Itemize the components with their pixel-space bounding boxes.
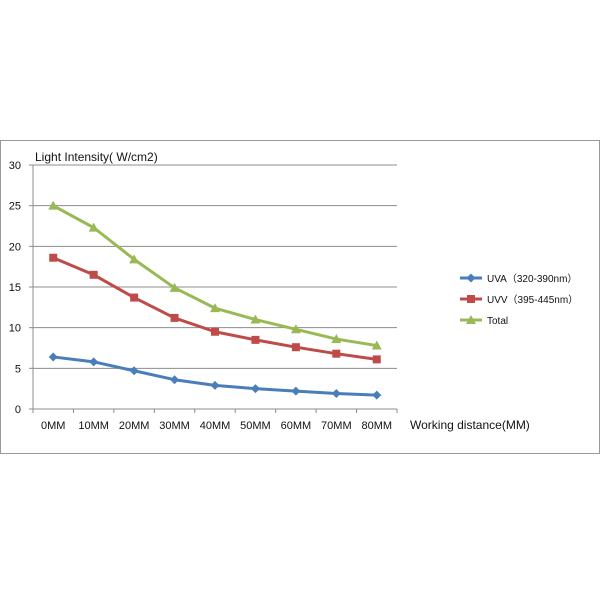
data-point [170,375,180,385]
data-point [48,352,58,362]
data-point [89,270,98,279]
data-point [48,200,59,210]
chart-border [0,140,600,454]
series-2 [49,253,381,364]
y-axis-label: Light Intensity( W/cm2) [35,150,158,164]
data-point [291,343,300,352]
data-point [291,386,301,396]
x-tick-label: 10MM [78,420,109,432]
axes: 0 5 10 15 20 25 30 0MM 10MM 20MM 30MM 40MM 50MM 60MM 7… [9,160,398,432]
y-tick-label: 20 [9,241,21,253]
x-tick-label: 30MM [159,420,190,432]
y-tick-label: 25 [9,201,21,213]
legend-label: Total [487,316,508,327]
series-group [48,200,382,400]
legend-item: Total [460,315,508,327]
x-tick-label: 20MM [119,420,150,432]
x-axis-label: Working distance(MM) [410,418,530,432]
data-point [49,253,58,262]
x-tick-label: 70MM [321,420,352,432]
gridlines [33,164,397,369]
legend-marker [467,295,475,303]
data-point [372,390,382,400]
data-point [169,282,180,292]
data-point [129,366,139,376]
y-tick-label: 15 [9,282,21,294]
legend-label: UVV（395-445nm） [487,294,578,306]
data-point [371,340,382,350]
legend-label: UVA（320-390nm） [487,273,577,285]
legend: UVA（320-390nm） UVV（395-445nm） Total [460,273,578,327]
data-point [251,335,260,344]
y-tick-label: 0 [15,404,21,416]
data-point [129,254,140,264]
legend-item: UVA（320-390nm） [460,273,577,285]
data-point [332,349,341,358]
legend-item: UVV（395-445nm） [460,294,578,306]
data-point [210,303,220,313]
x-tick-label: 60MM [281,420,312,432]
y-tick-label: 10 [9,323,21,335]
x-tick-label: 80MM [361,420,392,432]
x-tick-label: 40MM [200,420,231,432]
data-point [290,324,301,334]
data-point [210,380,220,390]
data-point [211,327,219,336]
data-point [88,222,99,232]
x-tick-label: 0MM [41,420,65,432]
y-tick-label: 30 [9,160,21,172]
legend-marker [466,315,476,324]
data-point [331,334,342,344]
x-tick-label: 50MM [240,420,271,432]
series-1 [48,352,382,400]
data-point [250,384,260,394]
data-point [331,389,341,399]
data-point [89,357,99,367]
data-point [130,293,139,302]
data-point [250,314,261,324]
data-point [372,355,381,364]
series-3 [48,200,382,350]
legend-marker [466,273,476,283]
data-point [170,313,179,322]
y-tick-label: 5 [15,363,21,375]
